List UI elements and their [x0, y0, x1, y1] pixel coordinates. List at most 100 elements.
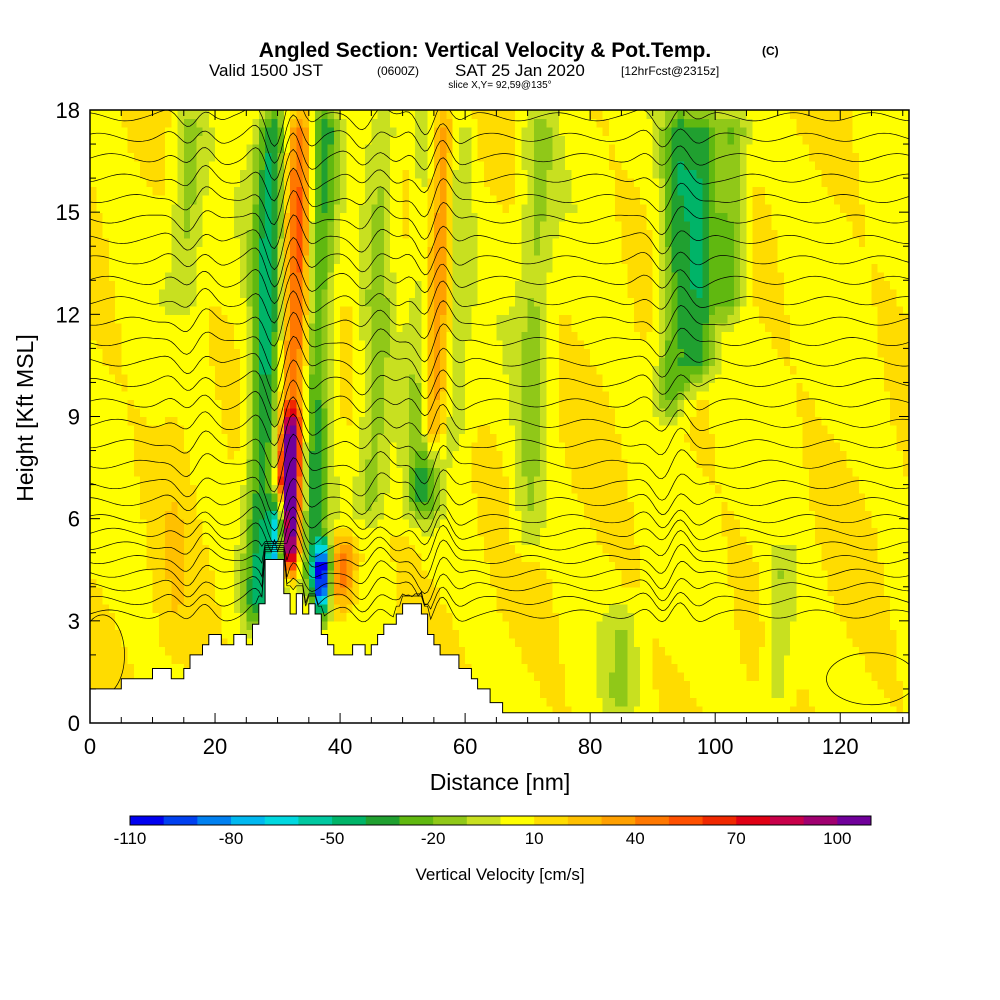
velocity-cell — [340, 620, 347, 630]
velocity-cell — [365, 161, 372, 171]
velocity-cell — [346, 263, 354, 273]
velocity-cell — [421, 161, 429, 171]
velocity-cell — [127, 510, 135, 520]
velocity-cell — [108, 127, 116, 137]
velocity-cell — [196, 382, 204, 392]
velocity-cell — [246, 365, 254, 375]
velocity-cell — [227, 501, 235, 511]
velocity-cell — [165, 322, 172, 332]
velocity-cell — [471, 382, 479, 392]
velocity-cell — [490, 169, 497, 179]
velocity-cell — [190, 169, 197, 179]
velocity-cell — [277, 271, 285, 281]
velocity-cell — [221, 501, 229, 511]
velocity-cell — [440, 637, 447, 647]
velocity-cell — [327, 365, 335, 375]
velocity-cell — [358, 433, 366, 443]
velocity-cell — [365, 450, 372, 460]
velocity-cell — [140, 518, 147, 528]
velocity-cell — [102, 578, 110, 588]
velocity-cell — [258, 237, 266, 247]
velocity-cell — [502, 246, 510, 256]
velocity-cell — [115, 135, 122, 145]
velocity-cell — [290, 518, 297, 528]
velocity-cell — [327, 339, 335, 349]
velocity-cell — [115, 603, 122, 613]
velocity-cell — [440, 212, 447, 222]
velocity-cell — [221, 169, 229, 179]
velocity-cell — [121, 671, 129, 682]
velocity-cell — [358, 450, 366, 460]
velocity-cell — [502, 586, 510, 596]
velocity-cell — [127, 110, 135, 120]
velocity-cell — [108, 459, 116, 469]
velocity-cell — [146, 535, 154, 545]
velocity-cell — [115, 654, 122, 664]
velocity-cell — [246, 212, 254, 222]
velocity-cell — [165, 603, 172, 613]
velocity-cell — [221, 518, 229, 528]
velocity-cell — [96, 229, 104, 239]
velocity-cell — [283, 527, 291, 537]
velocity-cell — [365, 152, 372, 162]
velocity-cell — [202, 365, 210, 375]
velocity-cell — [133, 356, 141, 367]
velocity-cell — [421, 169, 429, 179]
velocity-cell — [246, 237, 254, 247]
velocity-cell — [490, 416, 497, 426]
velocity-cell — [471, 425, 479, 435]
velocity-cell — [177, 161, 185, 171]
velocity-cell — [196, 569, 204, 579]
velocity-cell — [358, 629, 366, 639]
velocity-cell — [115, 220, 122, 230]
velocity-cell — [146, 561, 154, 571]
velocity-cell — [377, 195, 385, 205]
velocity-cell — [158, 433, 166, 443]
velocity-cell — [258, 203, 266, 213]
velocity-cell — [233, 229, 241, 239]
velocity-cell — [433, 212, 441, 222]
velocity-cell — [127, 254, 135, 264]
velocity-cell — [315, 186, 322, 196]
velocity-cell — [515, 365, 522, 375]
velocity-cell — [421, 433, 429, 443]
velocity-cell — [233, 263, 241, 273]
velocity-cell — [277, 493, 285, 503]
velocity-cell — [315, 535, 322, 545]
velocity-cell — [390, 203, 397, 213]
velocity-cell — [496, 654, 504, 664]
velocity-cell — [90, 127, 97, 137]
velocity-cell — [290, 348, 297, 358]
velocity-cell — [396, 484, 404, 494]
velocity-cell — [90, 459, 97, 469]
velocity-cell — [452, 433, 460, 443]
velocity-cell — [465, 348, 472, 358]
velocity-cell — [333, 620, 341, 630]
velocity-cell — [296, 152, 304, 162]
velocity-cell — [302, 450, 310, 460]
velocity-cell — [108, 578, 116, 588]
velocity-cell — [277, 382, 285, 392]
velocity-cell — [265, 450, 272, 460]
velocity-cell — [271, 297, 279, 307]
velocity-cell — [190, 501, 197, 511]
velocity-cell — [340, 390, 347, 401]
velocity-cell — [108, 263, 116, 273]
velocity-cell — [183, 493, 191, 503]
velocity-cell — [215, 246, 222, 256]
velocity-cell — [183, 331, 191, 341]
velocity-cell — [277, 195, 285, 205]
velocity-cell — [502, 297, 510, 307]
velocity-cell — [321, 178, 329, 188]
velocity-cell — [302, 467, 310, 477]
velocity-cell — [165, 144, 172, 154]
velocity-cell — [240, 382, 247, 392]
velocity-cell — [465, 637, 472, 647]
velocity-cell — [390, 314, 397, 324]
velocity-cell — [96, 416, 104, 426]
velocity-cell — [483, 442, 491, 452]
velocity-cell — [496, 407, 504, 418]
velocity-cell — [102, 135, 110, 145]
velocity-cell — [315, 382, 322, 392]
velocity-cell — [227, 407, 235, 418]
